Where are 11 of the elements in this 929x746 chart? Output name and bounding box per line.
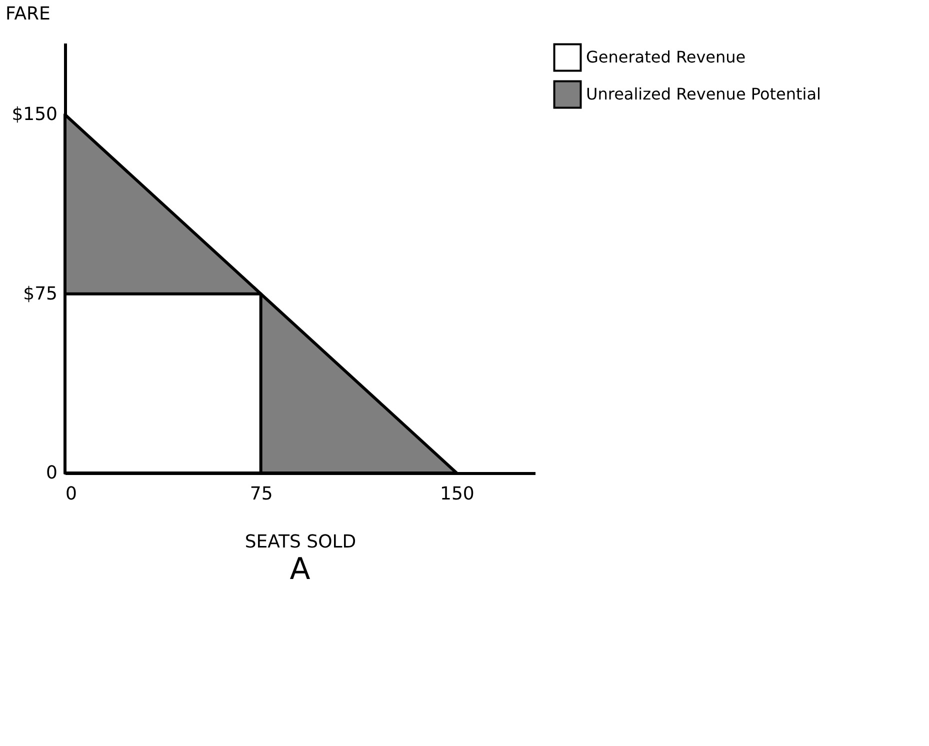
y-tick-label: $75: [23, 283, 58, 304]
y-tick-label: $150: [12, 104, 58, 126]
y-tick-label: 0: [46, 462, 58, 484]
x-tick-label: 0: [66, 484, 77, 504]
x-axis-title: SEATS SOLD: [244, 532, 356, 552]
y-axis-title: FARE: [6, 4, 50, 24]
text: A: [290, 552, 311, 587]
legend-label: Unrealized Revenue Potential: [586, 84, 821, 104]
legend-label: Generated Revenue: [586, 48, 746, 66]
x-tick-label: 150: [440, 484, 474, 504]
x-tick-label: 75: [250, 484, 273, 504]
